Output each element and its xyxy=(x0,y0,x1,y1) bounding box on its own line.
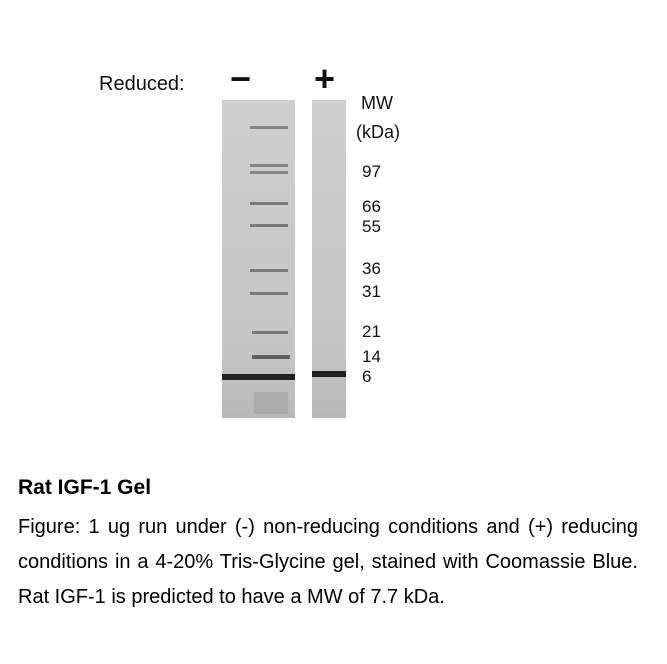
lane-2 xyxy=(312,100,346,418)
mw-marker: 55 xyxy=(362,217,381,236)
lane-minus: − xyxy=(230,58,252,99)
mw-marker: 31 xyxy=(362,282,381,301)
mw-unit: (kDa) xyxy=(356,122,400,142)
mw-marker: 14 xyxy=(362,347,381,366)
mw-marker: 6 xyxy=(362,367,372,386)
caption-title: Rat IGF-1 Gel xyxy=(18,476,152,499)
mw-title: MW xyxy=(361,93,393,113)
ladder xyxy=(250,126,290,414)
mw-marker: 36 xyxy=(362,259,381,278)
reduced-label: Reduced: xyxy=(99,73,185,95)
mw-marker: 97 xyxy=(362,162,381,181)
mw-marker: 66 xyxy=(362,197,381,216)
caption-text: Figure: 1 ug run under (-) non-reducing … xyxy=(18,516,638,608)
sample-band xyxy=(222,374,295,380)
mw-marker: 21 xyxy=(362,322,381,341)
lane-plus: + xyxy=(314,58,336,99)
lane-1 xyxy=(222,100,295,418)
sample-band xyxy=(312,371,346,377)
